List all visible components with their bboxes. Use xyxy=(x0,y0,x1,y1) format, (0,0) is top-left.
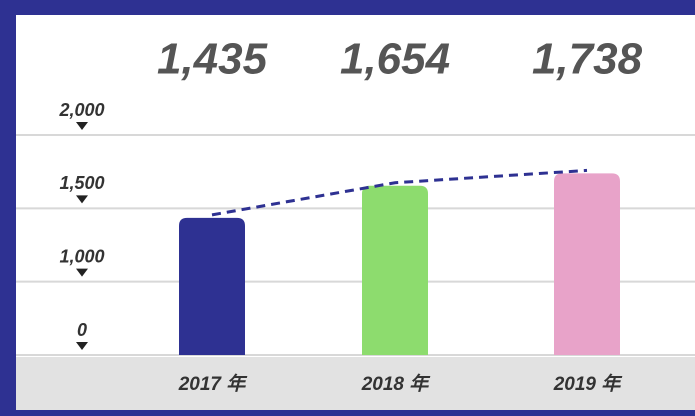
tick-marker xyxy=(76,268,88,277)
bar xyxy=(554,173,620,355)
y-tick-label: 0 xyxy=(77,320,87,340)
value-label: 1,738 xyxy=(532,35,643,84)
y-tick-label: 2,000 xyxy=(58,100,104,120)
bar xyxy=(179,217,245,355)
x-tick-label: 2018 年 xyxy=(361,373,432,395)
category-band xyxy=(16,357,695,410)
trend-line xyxy=(211,168,588,217)
tick-marker xyxy=(76,195,88,204)
y-tick-label: 1,000 xyxy=(59,246,104,266)
value-label: 1,654 xyxy=(340,35,450,84)
x-tick-label: 2019 年 xyxy=(553,373,624,395)
y-tick-label: 1,500 xyxy=(59,173,104,193)
x-tick-label: 2017 年 xyxy=(178,373,249,395)
tick-marker xyxy=(76,342,88,350)
tick-marker xyxy=(76,122,88,130)
bar xyxy=(362,185,428,355)
value-label: 1,435 xyxy=(157,35,268,84)
